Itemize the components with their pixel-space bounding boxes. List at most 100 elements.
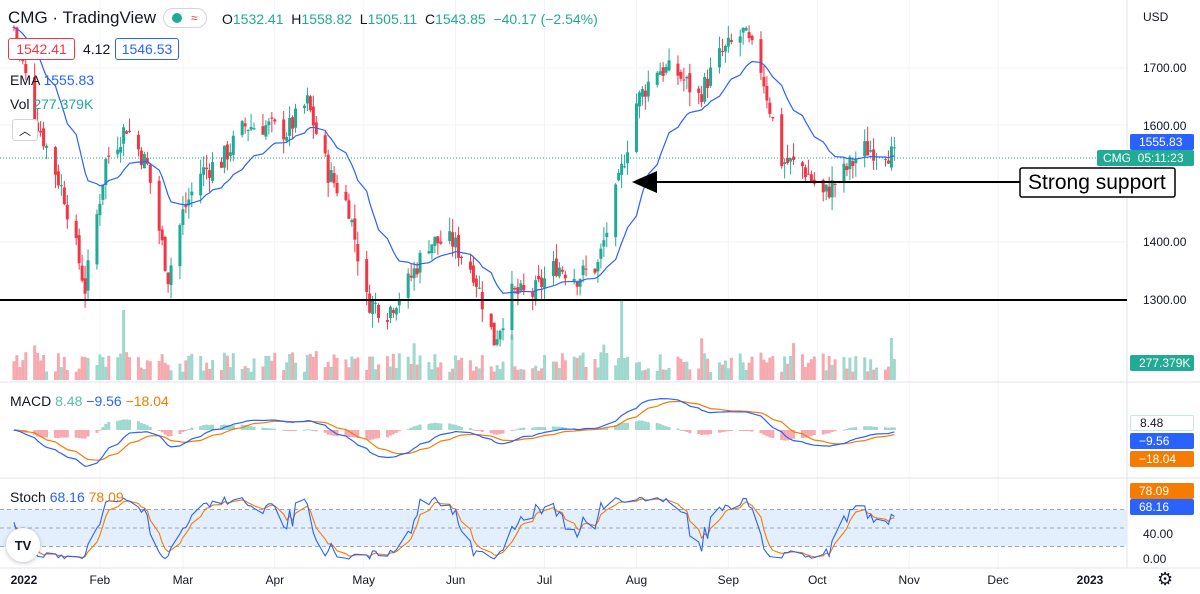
volume-bar: [765, 362, 769, 380]
volume-bar: [575, 357, 579, 380]
candle-body: [288, 117, 292, 136]
volume-bar: [199, 355, 203, 380]
volume-bar: [783, 356, 787, 380]
candle-body: [116, 149, 120, 155]
time-tick-label: 2023: [1077, 573, 1104, 587]
candle-body: [655, 72, 659, 85]
volume-bar: [563, 360, 567, 380]
volume-badge: 277.379K: [1130, 355, 1194, 371]
volume-bar: [848, 357, 852, 380]
settings-gear-icon[interactable]: ⚙: [1157, 569, 1174, 589]
collapse-legend-button[interactable]: ︿: [12, 119, 38, 141]
volume-bar: [806, 362, 810, 380]
volume-bar: [617, 357, 621, 380]
macd-hist-bar: [602, 427, 606, 430]
macd-legend[interactable]: MACD 8.48 −9.56 −18.04: [10, 393, 169, 409]
candle-body: [747, 32, 751, 39]
buy-button[interactable]: 1546.53: [115, 38, 179, 60]
macd-signal-line: [13, 400, 895, 461]
candle-body: [98, 203, 102, 216]
macd-hist-bar: [415, 425, 419, 430]
tradingview-logo-icon[interactable]: TV: [6, 528, 40, 562]
volume-bar: [261, 366, 265, 380]
macd-hist-bar: [246, 425, 250, 430]
time-tick-label: Jun: [446, 573, 465, 587]
candle-body: [439, 241, 443, 244]
candle-body: [374, 302, 378, 304]
macd-hist-bar: [95, 430, 99, 433]
macd-hist-bar: [471, 429, 475, 431]
macd-line: [13, 398, 895, 467]
macd-hist-bar: [866, 426, 870, 430]
macd-hist-bar: [208, 424, 212, 430]
candle-body: [368, 293, 372, 313]
price-candles: [12, 25, 896, 347]
volume-bar: [697, 368, 701, 380]
stoch-legend[interactable]: Stoch 68.16 78.09: [10, 489, 124, 505]
candle-body: [575, 281, 579, 287]
stoch-tick-label: 40.00: [1143, 527, 1173, 541]
volume-bar: [602, 344, 606, 380]
volume-bar: [875, 367, 879, 380]
candle-body: [717, 48, 721, 68]
stoch-k-badge: 68.16: [1130, 499, 1194, 515]
macd-hist-bar: [157, 429, 161, 431]
volume-bar: [377, 364, 381, 380]
candle-body: [471, 265, 475, 283]
candle-body: [252, 128, 256, 130]
macd-hist-bar: [243, 424, 247, 430]
volume-bar: [821, 353, 825, 380]
axes: 1700.00 1600.00 1400.00 1300.00 40.00 0.00 202…: [11, 61, 1187, 587]
macd-hist-bar: [720, 430, 724, 433]
volume-bar: [225, 355, 229, 380]
volume-bar: [513, 366, 517, 380]
volume-legend[interactable]: Vol 277.379K: [10, 96, 94, 112]
market-status-indicator[interactable]: ≈: [163, 8, 207, 28]
candle-body: [821, 179, 825, 193]
volume-bar: [365, 369, 369, 380]
macd-hist-bar: [845, 428, 849, 430]
currency-label[interactable]: USD: [1143, 10, 1169, 24]
volume-bar: [231, 353, 235, 380]
volume-bar: [679, 358, 683, 380]
macd-hist-badge: 8.48: [1130, 415, 1194, 431]
volume-bar: [655, 370, 659, 380]
candle-body: [83, 278, 87, 294]
candle-body: [406, 273, 410, 298]
volume-bar: [45, 371, 49, 380]
candle-body: [768, 102, 772, 114]
macd-hist-bar: [738, 430, 742, 431]
macd-hist-bar: [261, 427, 265, 430]
volume-bar: [148, 361, 152, 380]
symbol-title[interactable]: CMG · TradingView: [8, 8, 157, 27]
macd-hist-bar: [809, 430, 813, 436]
macd-hist-bar: [605, 427, 609, 430]
candle-body: [436, 236, 440, 244]
candle-body: [685, 76, 689, 79]
last-price-badge: CMG 05:11:23: [1097, 150, 1194, 166]
candle-body: [617, 172, 621, 181]
candle-body: [353, 218, 357, 240]
candle-body: [578, 279, 582, 287]
volume-bar: [623, 358, 627, 380]
macd-hist-bar: [685, 430, 689, 432]
volume-bar: [323, 367, 327, 380]
time-tick-label: Nov: [899, 573, 920, 587]
macd-hist-bar: [646, 422, 650, 430]
macd-hist-bar: [759, 430, 763, 434]
sell-button[interactable]: 1542.41: [8, 38, 75, 60]
volume-bar: [169, 370, 173, 380]
candle-body: [122, 127, 126, 144]
candle-body: [830, 180, 834, 198]
volume-bar: [551, 361, 555, 380]
macd-hist-bar: [454, 424, 458, 430]
volume-bar: [803, 367, 807, 380]
candle-body: [448, 231, 452, 242]
candle-body: [614, 184, 618, 238]
volume-bar: [139, 367, 143, 380]
volume-bar: [800, 354, 804, 380]
volume-bar: [125, 352, 129, 380]
volume-bar: [554, 361, 558, 380]
candle-body: [620, 163, 624, 175]
ema-legend[interactable]: EMA 1555.83: [10, 72, 95, 88]
